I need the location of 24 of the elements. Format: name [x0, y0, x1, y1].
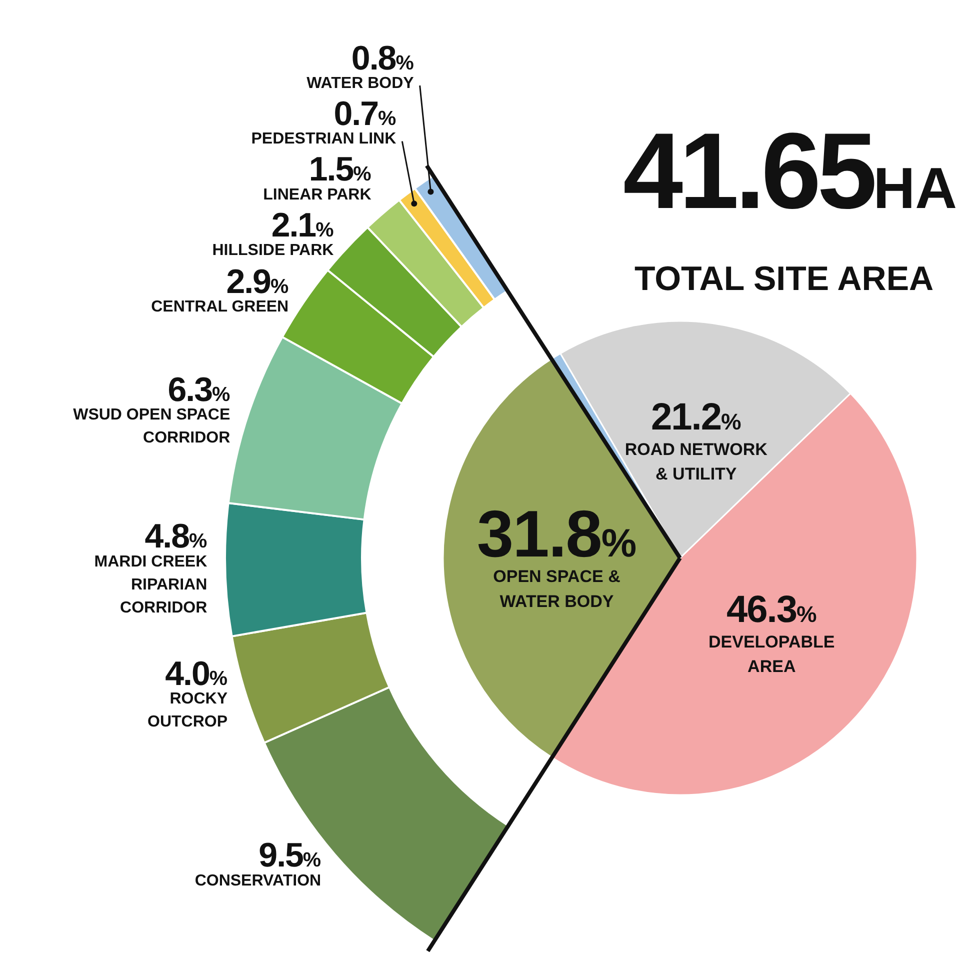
category-label: WATER BODY [306, 74, 414, 92]
chart-subtitle: TOTAL SITE AREA [634, 260, 934, 298]
data-label: 1.5% [308, 150, 372, 189]
category-label: PEDESTRIAN LINK [251, 130, 397, 148]
data-label: 46.3% [726, 588, 817, 631]
data-label: 21.2% [651, 396, 742, 438]
data-label: 9.5% [258, 836, 322, 875]
category-label: HILLSIDE PARK [212, 242, 334, 260]
category-label: CONSERVATION [194, 872, 322, 890]
slice-label: ROAD NETWORK & UTILITY [624, 440, 768, 484]
data-label: 2.9% [226, 263, 289, 302]
slice-label: DEVELOPABLE AREA [708, 632, 835, 676]
category-label: CENTRAL GREEN [151, 298, 289, 316]
category-label: LINEAR PARK [263, 186, 372, 204]
category-label: WSUD OPEN SPACE CORRIDOR [73, 406, 231, 447]
data-label: 4.8% [144, 518, 208, 556]
chart-title: 41.65HA [622, 110, 957, 231]
data-label: 0.7% [334, 94, 396, 133]
data-label: 0.8% [351, 39, 414, 78]
data-label: 4.0% [165, 654, 228, 693]
data-label: 6.3% [168, 370, 230, 409]
data-label: 2.1% [271, 206, 334, 244]
category-label: MARDI CREEK RIPARIAN CORRIDOR [94, 553, 208, 617]
category-label: ROCKY OUTCROP [148, 690, 228, 731]
